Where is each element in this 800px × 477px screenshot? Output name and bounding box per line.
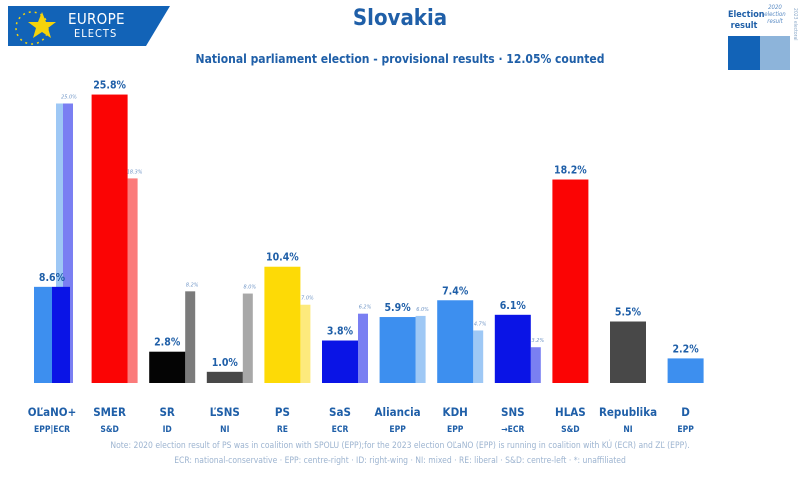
prev-bar-smer: [127, 178, 138, 383]
logo-banner: [8, 6, 170, 46]
legend-side-text: 2023 electoral: [792, 8, 798, 41]
prev-label-ps: 7.0%: [301, 296, 314, 302]
party-label-kdh: KDH: [443, 405, 468, 419]
bar-oano-b: [52, 286, 70, 383]
party-label-ps: PS: [275, 405, 290, 419]
party-label-hlas: HLAS: [555, 405, 586, 419]
party-label-republika: Republika: [599, 405, 657, 419]
prev-bar-sns: [242, 293, 253, 383]
europe-elects-logo: EUROPE ELECTS: [0, 0, 175, 52]
prev-bar-aliancia: [415, 315, 426, 383]
group-label-ps: RE: [277, 425, 288, 435]
legend-current-swatch: [728, 36, 760, 70]
legend-previous-swatch: [760, 36, 790, 70]
party-label-aliancia: Aliancia: [375, 405, 421, 419]
bar-aliancia: [379, 317, 416, 383]
group-label-kdh: EPP: [447, 425, 464, 435]
value-label-kdh: 7.4%: [442, 285, 469, 297]
value-label-sr: 2.8%: [154, 337, 181, 349]
value-label-oano: 8.6%: [39, 272, 66, 284]
prev-label-kdh: 4.7%: [474, 321, 487, 327]
bar-oano-a: [34, 286, 52, 383]
legend-current-label: Election result: [728, 10, 765, 31]
group-label-sr: ID: [163, 425, 172, 435]
value-label-sas: 3.8%: [327, 326, 354, 338]
bar-ps: [264, 266, 301, 383]
prev-label-sns: 3.2%: [532, 338, 545, 344]
bar-sr: [149, 351, 186, 383]
group-label-hlas: S&D: [561, 425, 580, 435]
bar-smer: [91, 94, 128, 383]
bar-republika: [610, 321, 646, 383]
legend: Election result 2020 election result 202…: [728, 4, 798, 70]
footnote-line-1: Note: 2020 election result of PS was in …: [110, 441, 690, 451]
prev-bar-ps: [300, 304, 311, 383]
group-label-smer: S&D: [100, 425, 119, 435]
star-icon: [28, 12, 56, 38]
logo-text-elects: ELECTS: [74, 27, 118, 40]
prev-label-aliancia: 6.0%: [416, 307, 429, 313]
bar-kdh: [437, 300, 474, 383]
party-label-sr: SR: [159, 405, 174, 419]
group-label-sns: NI: [220, 425, 229, 435]
bar-d: [667, 358, 704, 383]
legend-previous-label: 2020 election result: [764, 4, 786, 25]
party-label-sns: SNS: [501, 405, 525, 419]
bar-sas: [322, 340, 358, 383]
party-label-sns: ĽSNS: [210, 405, 240, 419]
group-label-sns: →ECR: [501, 425, 524, 435]
group-label-oano: EPP|ECR: [34, 425, 70, 435]
group-label-d: EPP: [677, 425, 694, 435]
bar-sns: [494, 314, 531, 383]
value-label-republika: 5.5%: [615, 307, 642, 319]
group-label-aliancia: EPP: [389, 425, 406, 435]
party-label-oano: OĽaNO+: [28, 405, 77, 419]
value-label-hlas: 18.2%: [554, 165, 587, 177]
value-label-aliancia: 5.9%: [384, 302, 411, 314]
bar-hlas: [552, 179, 589, 383]
chart-subtitle: National parliament election - provision…: [195, 52, 605, 66]
prev-label-smer: 18.3%: [127, 169, 143, 175]
bar-sns: [206, 371, 243, 383]
bar-chart: 25.0% 8.6% OĽaNO+ EPP|ECR 18.3% 25.8% SMER S&D 8…: [28, 80, 704, 435]
prev-bar-sas: [358, 313, 368, 383]
prev-label-oano: 25.0%: [61, 95, 77, 101]
chart-title: Slovakia: [352, 6, 448, 31]
prev-label-sr: 8.2%: [186, 282, 199, 288]
prev-bar-oano-a: [56, 103, 63, 383]
footnote-line-2: ECR: national-conservative · EPP: centre…: [174, 456, 626, 466]
party-label-d: D: [681, 405, 690, 419]
group-label-sas: ECR: [332, 425, 349, 435]
prev-bar-kdh: [473, 330, 484, 383]
prev-bar-sr: [185, 291, 196, 383]
prev-label-sns: 8.0%: [244, 285, 257, 291]
value-label-ps: 10.4%: [266, 252, 299, 264]
value-label-sns: 1.0%: [212, 357, 239, 369]
prev-bar-oano-b: [63, 103, 73, 383]
group-label-republika: NI: [623, 425, 632, 435]
prev-label-sas: 6.2%: [359, 305, 372, 311]
footnote: Note: 2020 election result of PS was in …: [0, 439, 800, 469]
value-label-smer: 25.8%: [93, 80, 126, 92]
party-label-smer: SMER: [93, 405, 126, 419]
prev-bar-sns: [530, 347, 541, 383]
logo-text-europe: EUROPE: [68, 10, 125, 28]
party-label-sas: SaS: [329, 405, 351, 419]
value-label-sns: 6.1%: [500, 300, 527, 312]
value-label-d: 2.2%: [672, 343, 699, 355]
